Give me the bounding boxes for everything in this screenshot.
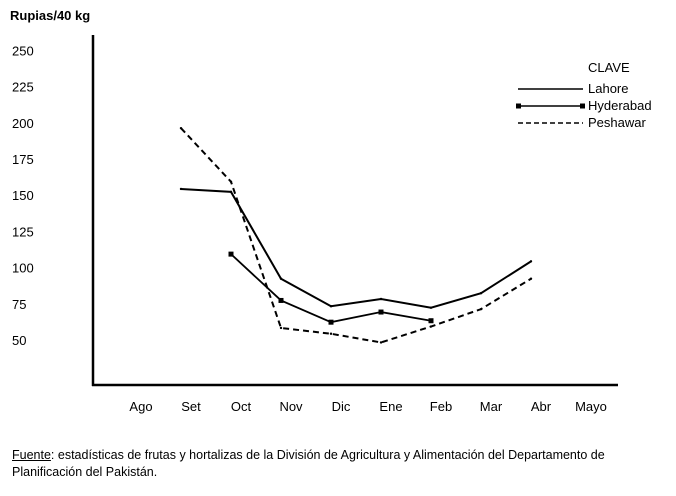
legend-label: Hyderabad bbox=[588, 98, 652, 113]
y-tick-label: 250 bbox=[12, 43, 34, 58]
source-note: Fuente: estadísticas de frutas y hortali… bbox=[12, 447, 672, 481]
series-line-lahore bbox=[180, 187, 532, 309]
x-tick-label: Ene bbox=[379, 399, 402, 414]
y-tick-label: 200 bbox=[12, 116, 34, 131]
data-point bbox=[229, 180, 233, 183]
data-point bbox=[429, 325, 433, 328]
data-point bbox=[479, 307, 483, 311]
data-point bbox=[379, 297, 383, 301]
source-text: : estadísticas de frutas y hortalizas de… bbox=[12, 448, 605, 479]
y-tick-label: 100 bbox=[12, 261, 34, 276]
data-point bbox=[179, 187, 183, 191]
y-tick-label: 225 bbox=[12, 80, 34, 95]
y-tick-label: 125 bbox=[12, 224, 34, 239]
legend-marker bbox=[516, 103, 521, 109]
data-point bbox=[479, 292, 483, 295]
x-tick-label: Oct bbox=[231, 399, 252, 414]
data-point bbox=[229, 190, 233, 194]
data-point bbox=[228, 251, 234, 257]
source-label: Fuente bbox=[12, 448, 51, 462]
series-line-peshawar bbox=[180, 127, 532, 344]
x-tick-label: Abr bbox=[531, 399, 552, 414]
legend-title: CLAVE bbox=[588, 60, 630, 75]
legend-label: Peshawar bbox=[588, 115, 646, 130]
data-point bbox=[529, 277, 533, 280]
y-tick-label: 150 bbox=[12, 188, 34, 203]
series-line-hyderabad bbox=[230, 253, 432, 324]
data-point bbox=[279, 277, 283, 280]
data-point bbox=[279, 326, 283, 330]
x-tick-label: Dic bbox=[332, 399, 351, 414]
data-point bbox=[328, 319, 334, 325]
data-point bbox=[378, 309, 384, 315]
data-point bbox=[329, 332, 333, 335]
y-axis-label: Rupias/40 kg bbox=[10, 8, 90, 23]
x-tick-label: Feb bbox=[430, 399, 452, 414]
x-tick-label: Ago bbox=[129, 399, 152, 414]
data-point bbox=[278, 297, 284, 303]
data-point bbox=[529, 260, 533, 263]
data-point bbox=[429, 306, 433, 309]
data-point bbox=[329, 305, 333, 308]
x-tick-label: Mayo bbox=[575, 399, 607, 414]
y-tick-label: 75 bbox=[12, 297, 26, 312]
x-tick-label: Mar bbox=[480, 399, 503, 414]
y-tick-label: 50 bbox=[12, 333, 26, 348]
data-point bbox=[179, 126, 183, 130]
data-point bbox=[428, 318, 434, 324]
x-tick-label: Set bbox=[181, 399, 201, 414]
y-tick-label: 175 bbox=[12, 152, 34, 167]
line-chart: Rupias/40 kg 250 225 200 175 150 125 100 75 50 Ag… bbox=[10, 8, 652, 414]
legend-label: Lahore bbox=[588, 81, 628, 96]
data-point bbox=[379, 341, 383, 344]
x-tick-label: Nov bbox=[279, 399, 303, 414]
legend-marker bbox=[580, 103, 585, 109]
